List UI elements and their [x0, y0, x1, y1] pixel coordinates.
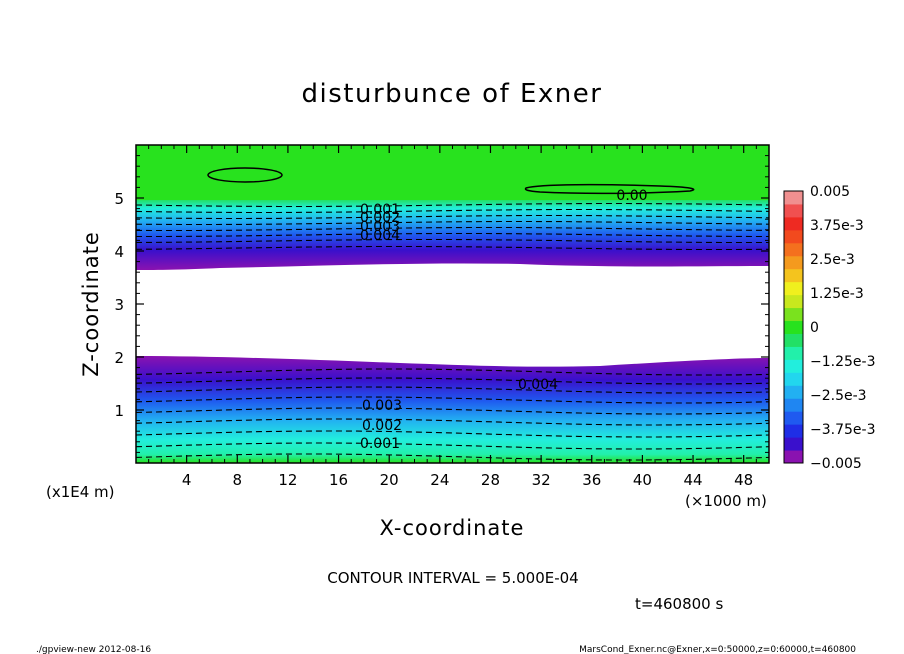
contour-line — [136, 245, 769, 251]
contour-label: 0.004 — [360, 228, 400, 244]
contour-line — [136, 238, 769, 244]
colorbar-segment — [784, 437, 803, 451]
time-text: t=460800 s — [635, 595, 723, 613]
contour-label: 0.00 — [616, 188, 647, 204]
x-tick-label: 16 — [329, 471, 348, 489]
x-tick-label: 28 — [481, 471, 500, 489]
colorbar-segment — [784, 191, 803, 205]
colorbar-segment — [784, 255, 803, 270]
contour-label: 0.004 — [518, 377, 558, 393]
colorbar-segment — [784, 268, 803, 283]
colorbar-segment — [784, 333, 803, 347]
colorbar-tick-label: 2.5e-3 — [810, 252, 855, 268]
chart-title: disturbunce of Exner — [302, 79, 603, 109]
y-axis-unit: (x1E4 m) — [46, 483, 115, 501]
closed-contour-left — [207, 167, 283, 183]
colorbar-segment — [784, 216, 803, 231]
y-tick-label: 1 — [114, 402, 124, 420]
contour-line — [136, 214, 769, 220]
y-tick-label: 4 — [114, 243, 124, 261]
colorbar-tick-label: 0.005 — [810, 184, 850, 200]
x-tick-label: 44 — [683, 471, 702, 489]
colorbar-tick-label: 0 — [810, 320, 819, 336]
colorbar-segment — [784, 229, 803, 244]
footer-right: MarsCond_Exner.nc@Exner,x=0:50000,z=0:60… — [579, 645, 856, 654]
x-tick-label: 36 — [582, 471, 601, 489]
colorbar-segment — [784, 372, 803, 386]
colorbar-frame — [783, 190, 804, 464]
x-tick-label: 8 — [233, 471, 243, 489]
contour-line — [136, 377, 769, 385]
upper-zero-region — [136, 145, 769, 203]
x-tick-label: 48 — [734, 471, 753, 489]
x-tick-label: 20 — [380, 471, 399, 489]
contour-label-layer: 0.001 0.002 0.003 0.004 0.00 0.004 0.003… — [360, 188, 648, 452]
plot-area: 0.001 0.002 0.003 0.004 0.00 0.004 0.003… — [136, 145, 769, 463]
x-tick-label: 40 — [633, 471, 652, 489]
colorbar-segment — [784, 398, 803, 412]
x-axis-unit: (×1000 m) — [685, 492, 767, 510]
colorbar-labels: 0.005 3.75e-3 2.5e-3 1.25e-3 0 −1.25e-3 −2.5e-… — [810, 184, 875, 472]
contour-interval-text: CONTOUR INTERVAL = 5.000E-04 — [327, 569, 578, 587]
contour-line — [136, 208, 769, 214]
closed-contour-right — [524, 183, 695, 195]
colorbar-segment — [784, 359, 803, 373]
contour-label: 0.003 — [360, 219, 400, 235]
y-tick-label: 3 — [114, 296, 124, 314]
colorbar-segment — [784, 203, 803, 218]
y-tick-labels: 1 2 3 4 5 — [114, 190, 124, 420]
colorbar — [784, 191, 803, 464]
contour-line — [136, 442, 769, 450]
x-tick-label: 4 — [182, 471, 192, 489]
contour-line — [136, 202, 769, 208]
colorbar-tick-label: 3.75e-3 — [810, 218, 864, 234]
contour-label: 0.002 — [360, 210, 400, 226]
contour-line — [136, 396, 769, 404]
colorbar-segment — [784, 320, 803, 334]
colorbar-tick-label: −0.005 — [810, 456, 862, 472]
colorbar-segment — [784, 450, 803, 464]
colorbar-segment — [784, 307, 803, 322]
colorbar-tick-label: 1.25e-3 — [810, 286, 864, 302]
y-axis-label: Z-coordinate — [79, 231, 103, 377]
contour-line — [136, 430, 769, 438]
contour-line — [136, 368, 769, 376]
contour-line — [136, 418, 769, 426]
contour-line — [136, 453, 769, 461]
x-tick-label: 32 — [532, 471, 551, 489]
x-tick-label: 24 — [430, 471, 449, 489]
colorbar-tick-label: −1.25e-3 — [810, 354, 875, 370]
contour-line — [136, 386, 769, 394]
contour-label: 0.003 — [362, 398, 402, 414]
upper-gradient-band — [136, 200, 769, 270]
colorbar-segment — [784, 294, 803, 309]
colorbar-segment — [784, 411, 803, 425]
colorbar-segment — [784, 385, 803, 399]
axis-ticks — [136, 145, 769, 463]
x-axis-label: X-coordinate — [380, 516, 525, 540]
x-tick-labels: 4 8 12 16 20 24 28 32 36 40 44 48 — [182, 471, 753, 489]
x-tick-label: 12 — [278, 471, 297, 489]
colorbar-segment — [784, 281, 803, 296]
contour-line — [136, 407, 769, 415]
contour-lines — [136, 202, 769, 461]
contour-label: 0.001 — [360, 202, 400, 218]
contour-line — [136, 220, 769, 226]
colorbar-segment — [784, 346, 803, 360]
colorbar-segment — [784, 242, 803, 257]
colorbar-segment — [784, 424, 803, 438]
contour-label: 0.002 — [362, 418, 402, 434]
contour-label: 0.001 — [360, 436, 400, 452]
y-tick-label: 2 — [114, 349, 124, 367]
contour-line — [136, 232, 769, 238]
y-tick-label: 5 — [114, 190, 124, 208]
colorbar-tick-label: −2.5e-3 — [810, 388, 867, 404]
footer-left: ./gpview-new 2012-08-16 — [36, 645, 151, 654]
colorbar-tick-label: −3.75e-3 — [810, 422, 875, 438]
contour-line — [136, 226, 769, 232]
